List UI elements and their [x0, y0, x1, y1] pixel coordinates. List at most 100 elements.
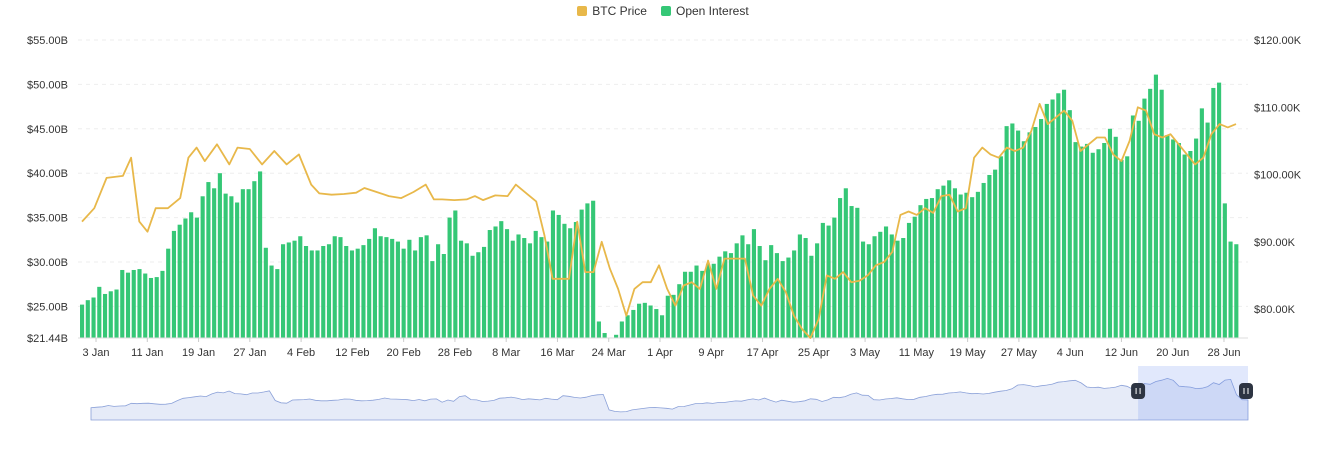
oi-bar: [1182, 154, 1187, 338]
oi-bar: [929, 198, 935, 338]
oi-bar: [700, 270, 705, 338]
oi-bar: [229, 196, 234, 338]
oi-bar: [1211, 87, 1216, 338]
oi-bar: [751, 229, 757, 338]
x-axis-tick-label: 20 Jun: [1156, 347, 1189, 359]
left-axis-tick-label: $45.00B: [27, 124, 68, 136]
oi-bar: [102, 293, 108, 338]
oi-bar: [298, 236, 303, 338]
oi-bar: [809, 255, 814, 338]
oi-bar: [855, 207, 860, 338]
left-axis-tick-label: $21.44B: [27, 333, 68, 345]
oi-bar: [286, 242, 291, 338]
oi-bar: [1171, 139, 1176, 338]
oi-bar: [1084, 143, 1090, 338]
oi-bar: [734, 243, 739, 338]
left-axis-tick-label: $55.00B: [27, 35, 68, 47]
oi-bar: [384, 237, 389, 338]
right-axis-tick-label: $100.00K: [1254, 170, 1302, 182]
oi-bar: [906, 222, 912, 338]
legend-swatch-btc-price: [577, 6, 588, 16]
navigator-handle-left[interactable]: [1131, 383, 1146, 399]
oi-bar: [424, 235, 429, 338]
oi-bar: [97, 286, 102, 338]
oi-bar: [280, 244, 286, 338]
oi-bar: [591, 200, 596, 338]
oi-bar: [619, 321, 624, 338]
oi-bar: [504, 229, 510, 338]
oi-bar: [212, 188, 217, 338]
navigator-selection: [1138, 366, 1248, 420]
oi-bar: [1199, 108, 1204, 339]
oi-bar: [550, 210, 556, 338]
oi-bar: [1136, 120, 1141, 338]
oi-bar: [849, 206, 854, 338]
oi-bar: [292, 240, 297, 338]
oi-bar: [711, 263, 716, 338]
left-axis-tick-label: $25.00B: [27, 301, 68, 313]
oi-bar: [556, 214, 561, 338]
oi-bar: [413, 250, 418, 338]
oi-bar: [499, 221, 504, 338]
x-axis-tick-label: 17 Apr: [747, 347, 779, 359]
oi-bar: [85, 300, 90, 338]
navigator-handle-right[interactable]: [1239, 383, 1253, 399]
oi-bar: [872, 236, 877, 338]
oi-bar: [545, 241, 550, 338]
legend-item-btc-price[interactable]: BTC Price: [577, 4, 647, 18]
oi-bar: [527, 243, 533, 338]
oi-bar: [826, 225, 831, 338]
x-axis-tick-label: 27 May: [1001, 347, 1038, 359]
right-axis-tick-label: $80.00K: [1254, 304, 1296, 316]
oi-bar: [263, 247, 268, 338]
oi-bar: [568, 228, 573, 338]
oi-bar: [315, 250, 320, 338]
oi-bar: [120, 269, 125, 338]
oi-bar: [321, 246, 326, 338]
oi-bar: [631, 309, 636, 338]
legend-label-btc-price: BTC Price: [592, 4, 647, 18]
x-axis-tick-label: 9 Apr: [698, 347, 724, 359]
x-axis-tick-label: 16 Mar: [540, 347, 575, 359]
oi-bar: [717, 256, 722, 338]
oi-bar: [258, 171, 263, 338]
oi-bar: [355, 248, 360, 338]
oi-bar: [510, 240, 515, 338]
oi-bar: [688, 271, 693, 338]
oi-bar: [694, 265, 699, 338]
right-axis-tick-label: $110.00K: [1254, 102, 1301, 114]
x-axis-tick-label: 4 Jun: [1057, 347, 1084, 359]
oi-bar: [780, 261, 785, 338]
oi-bar: [895, 240, 900, 338]
oi-bar: [970, 197, 975, 338]
oi-bar: [998, 156, 1003, 338]
oi-bar: [1125, 156, 1130, 338]
oi-bar: [344, 246, 349, 338]
oi-bar: [1050, 99, 1055, 339]
oi-bar: [947, 180, 952, 338]
legend-item-open-interest[interactable]: Open Interest: [660, 4, 749, 18]
oi-bar: [993, 169, 998, 338]
oi-bar: [878, 231, 883, 338]
oi-bar: [654, 309, 659, 338]
oi-bar: [1010, 123, 1015, 338]
oi-bar: [918, 205, 923, 338]
oi-bar: [269, 265, 274, 338]
oi-bar: [189, 212, 194, 338]
oi-bar: [487, 230, 492, 338]
legend-swatch-open-interest: [660, 6, 671, 16]
oi-bar: [1021, 141, 1026, 338]
oi-bar: [470, 255, 475, 338]
oi-bar: [769, 245, 774, 338]
x-axis-tick-label: 1 Apr: [647, 347, 673, 359]
oi-bar: [1217, 82, 1222, 339]
oi-bar: [1004, 126, 1009, 338]
oi-bar: [573, 222, 578, 338]
oi-bar: [1142, 98, 1147, 338]
oi-bar: [614, 334, 619, 338]
oi-bar: [131, 269, 136, 338]
x-axis-tick-label: 12 Feb: [335, 347, 369, 359]
oi-bar: [1119, 159, 1124, 338]
oi-bar: [924, 198, 929, 338]
oi-bar: [516, 234, 521, 338]
